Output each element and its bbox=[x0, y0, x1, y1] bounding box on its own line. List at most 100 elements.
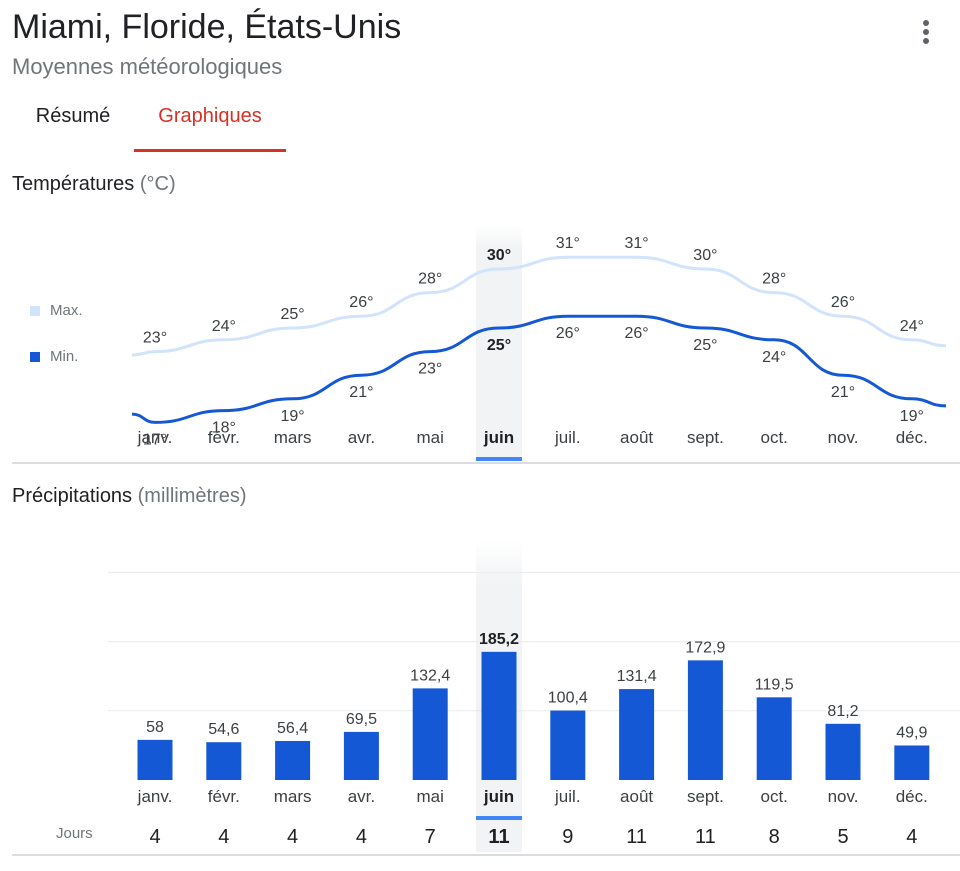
precip-value-label: 81,2 bbox=[827, 703, 858, 720]
temp-max-label: 24° bbox=[212, 318, 236, 335]
rain-days-value: 11 bbox=[626, 826, 647, 848]
temp-min-label: 26° bbox=[556, 325, 580, 342]
precip-value-label: 49,9 bbox=[896, 724, 927, 741]
page-subtitle: Moyennes météorologiques bbox=[12, 54, 283, 79]
temp-max-label: 26° bbox=[831, 294, 855, 311]
temp-month-label: juil. bbox=[554, 428, 581, 447]
rain-days-value: 8 bbox=[769, 826, 780, 848]
rain-days-value: 4 bbox=[356, 826, 367, 848]
precip-value-label: 132,4 bbox=[410, 667, 450, 684]
precip-month-label: déc. bbox=[896, 787, 928, 806]
temp-min-label: 23° bbox=[418, 361, 442, 378]
legend-max: Max. bbox=[30, 302, 83, 320]
temp-selected-marker bbox=[476, 457, 522, 461]
precip-month-label: sept. bbox=[687, 787, 724, 806]
legend-min: Min. bbox=[30, 348, 78, 366]
temp-month-label: févr. bbox=[208, 428, 240, 447]
precip-bar bbox=[481, 651, 517, 780]
temperatures-unit: (°C) bbox=[139, 173, 176, 195]
temp-month-label: août bbox=[620, 428, 653, 447]
precip-bar bbox=[206, 742, 242, 780]
precip-bar bbox=[343, 731, 379, 780]
rain-days-value: 11 bbox=[695, 826, 716, 848]
active-tab-indicator bbox=[134, 149, 286, 152]
precip-month-label: juin bbox=[483, 787, 514, 806]
tab-charts[interactable]: Graphiques bbox=[158, 105, 262, 127]
temp-month-label: juin bbox=[483, 428, 514, 447]
temp-max-label: 30° bbox=[487, 247, 511, 264]
days-label: Jours bbox=[56, 825, 93, 842]
temp-min-line bbox=[131, 314, 947, 424]
precip-bar bbox=[756, 697, 792, 780]
precip-value-label: 131,4 bbox=[617, 668, 657, 685]
precip-bar bbox=[137, 739, 173, 780]
page-title: Miami, Floride, États-Unis bbox=[12, 8, 402, 46]
temp-min-label: 26° bbox=[624, 325, 648, 342]
legend-min-label: Min. bbox=[50, 348, 79, 365]
rain-days-value: 4 bbox=[906, 826, 917, 848]
precip-month-label: mai bbox=[416, 787, 443, 806]
precipitation-title: Précipitations bbox=[12, 485, 133, 507]
temp-min-label: 21° bbox=[349, 384, 373, 401]
rain-days-value: 4 bbox=[287, 826, 298, 848]
temp-min-label: 25° bbox=[487, 337, 511, 354]
bottom-divider bbox=[12, 854, 960, 856]
temp-min-label: 24° bbox=[762, 349, 786, 366]
temp-max-label: 26° bbox=[349, 294, 373, 311]
precip-month-label: août bbox=[620, 787, 653, 806]
temp-max-label: 31° bbox=[624, 235, 648, 252]
temp-min-label: 25° bbox=[693, 337, 717, 354]
rain-days-value: 5 bbox=[837, 826, 848, 848]
precip-value-label: 69,5 bbox=[346, 711, 377, 728]
temp-max-label: 30° bbox=[693, 247, 717, 264]
precip-bar bbox=[412, 688, 448, 780]
temp-month-label: mars bbox=[274, 428, 312, 447]
temp-max-label: 25° bbox=[280, 306, 304, 323]
precip-selected-marker bbox=[476, 816, 522, 820]
temp-highlight-band bbox=[476, 226, 522, 458]
precip-month-label: févr. bbox=[208, 787, 240, 806]
rain-days-value: 4 bbox=[149, 826, 160, 848]
precip-bar bbox=[894, 745, 930, 780]
precip-value-label: 54,6 bbox=[208, 721, 239, 738]
temp-month-label: oct. bbox=[760, 428, 787, 447]
temperature-chart[interactable]: 23° 24° 25° 26° 28° 30° 31° 31° 30° 28° 26° 24° 17° 1… bbox=[0, 0, 960, 470]
temp-month-label: déc. bbox=[896, 428, 928, 447]
temp-max-line bbox=[131, 255, 947, 357]
precip-month-label: oct. bbox=[760, 787, 787, 806]
temperatures-heading: Températures (°C) bbox=[12, 171, 176, 197]
precip-month-label: janv. bbox=[137, 787, 173, 806]
legend-max-swatch bbox=[30, 306, 40, 316]
temp-max-label: 24° bbox=[900, 318, 924, 335]
precip-value-label: 58 bbox=[146, 719, 164, 736]
precip-month-label: mars bbox=[274, 787, 312, 806]
temp-max-label: 28° bbox=[418, 271, 442, 288]
temp-max-label: 31° bbox=[556, 235, 580, 252]
legend-min-swatch bbox=[30, 352, 40, 362]
precip-month-label: juil. bbox=[554, 787, 581, 806]
temp-min-label: 19° bbox=[280, 408, 304, 425]
precip-bar bbox=[687, 660, 723, 780]
precip-value-label: 100,4 bbox=[548, 690, 588, 707]
precip-bar bbox=[550, 710, 586, 780]
temp-min-label: 19° bbox=[900, 408, 924, 425]
temp-min-label: 21° bbox=[831, 384, 855, 401]
rain-days-value: 11 bbox=[488, 826, 509, 848]
legend-max-label: Max. bbox=[50, 302, 83, 319]
tab-summary[interactable]: Résumé bbox=[35, 105, 111, 127]
precip-value-label: 56,4 bbox=[277, 720, 308, 737]
temp-min-label: 17° bbox=[143, 431, 167, 448]
temp-month-label: nov. bbox=[828, 428, 859, 447]
precip-value-label: 185,2 bbox=[479, 631, 519, 648]
more-options-button[interactable] bbox=[906, 12, 946, 52]
precipitation-unit: (millimètres) bbox=[137, 485, 247, 507]
precip-bar bbox=[825, 723, 861, 780]
rain-days-value: 7 bbox=[425, 826, 436, 848]
temp-month-label: sept. bbox=[687, 428, 724, 447]
temperatures-title: Températures bbox=[12, 173, 135, 195]
precip-month-label: nov. bbox=[828, 787, 859, 806]
precip-value-label: 119,5 bbox=[755, 676, 794, 693]
precip-bar bbox=[619, 689, 655, 780]
precipitation-heading: Précipitations (millimètres) bbox=[12, 483, 247, 509]
